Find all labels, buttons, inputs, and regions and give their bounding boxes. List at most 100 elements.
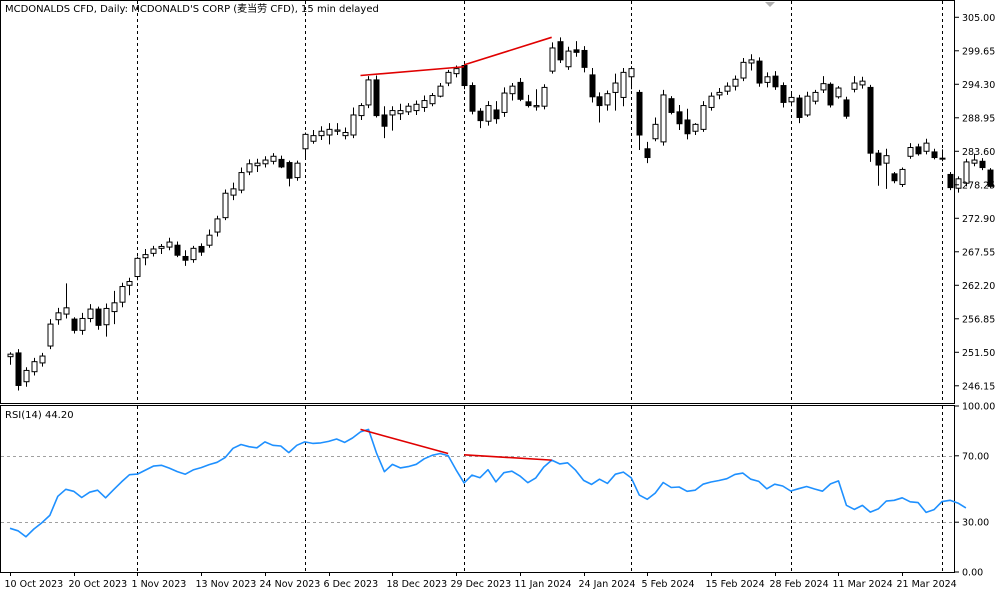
candle-body-bull (310, 135, 317, 142)
candle-body-bull (262, 159, 269, 165)
candle (636, 89, 643, 151)
price-trendline[interactable] (463, 36, 552, 66)
candle (174, 241, 181, 258)
candle-body-bull (350, 114, 357, 136)
candle (47, 319, 54, 350)
candle (429, 93, 436, 107)
candle-body-bull (246, 163, 253, 173)
chart-shift-marker[interactable] (765, 2, 775, 7)
candle (644, 141, 651, 164)
candle (246, 159, 253, 176)
candle-body-bear (939, 157, 946, 160)
candle (979, 158, 986, 171)
candle-body-bear (668, 98, 675, 113)
time-axis-label: 24 Nov 2023 (260, 579, 321, 590)
candle (493, 101, 500, 124)
candle (87, 304, 94, 323)
candle-body-bull (103, 307, 110, 326)
candle (620, 68, 627, 107)
time-axis-label: 24 Jan 2024 (579, 579, 636, 590)
candle-body-bull (509, 85, 516, 95)
rsi-trendline[interactable] (360, 428, 449, 455)
candle-body-bull (79, 317, 86, 331)
rsi-trendline[interactable] (464, 454, 552, 461)
candle (55, 307, 62, 325)
candle (724, 82, 731, 95)
candle (859, 76, 866, 89)
price-axis-label: 251.50 (962, 348, 995, 359)
candle-body-bear (589, 74, 596, 98)
candle (851, 76, 858, 93)
candle-body-bull (955, 178, 962, 189)
candle (796, 94, 803, 124)
rsi-axis-label: 30.00 (962, 518, 989, 529)
candle-body-bull (724, 85, 731, 92)
candle-body-bull (859, 80, 866, 86)
candle-body-bull (342, 131, 349, 137)
candle (843, 96, 850, 119)
candle (238, 167, 245, 194)
candle-body-bull (302, 133, 309, 150)
price-panel (0, 0, 955, 404)
candle-body-bull (716, 91, 723, 96)
candle (947, 171, 954, 191)
candle (222, 189, 229, 221)
candle-body-bull (533, 105, 540, 108)
candle (477, 108, 484, 129)
candle (987, 168, 994, 188)
price-axis-label: 272.90 (962, 214, 995, 225)
candle-body-bear (461, 64, 468, 87)
candle-body-bull (549, 47, 556, 72)
time-axis-label: 15 Feb 2024 (706, 579, 765, 590)
candle-body-bear (477, 110, 484, 122)
candle-body-bull (254, 162, 261, 167)
candle-body-bull (788, 96, 795, 103)
candle-body-bull (39, 355, 46, 364)
candle-body-bull (63, 307, 70, 315)
candle-body-bull (652, 123, 659, 140)
candle-body-bear (278, 158, 285, 168)
candle (604, 90, 611, 111)
candle (716, 88, 723, 100)
candle (827, 82, 834, 108)
candle (373, 75, 380, 118)
time-axis-label: 21 Mar 2024 (897, 579, 957, 590)
candle-body-bull (700, 105, 707, 130)
candle (533, 89, 540, 111)
price-axis-label: 262.20 (962, 281, 995, 292)
candle-body-bull (429, 95, 436, 105)
candle (684, 108, 691, 140)
candle (334, 123, 341, 135)
candle (95, 306, 102, 330)
candle-body-bear (373, 79, 380, 117)
candle (71, 317, 78, 334)
time-axis-label: 20 Oct 2023 (69, 579, 128, 590)
candle (708, 92, 715, 111)
candle-body-bull (835, 87, 842, 98)
candle-body-bear (95, 308, 102, 326)
candle (700, 101, 707, 132)
candle (166, 237, 173, 251)
candle-body-bull (190, 247, 197, 261)
candle-body-bull (732, 78, 739, 87)
candle-body-bull (365, 79, 372, 106)
price-axis-label: 305.00 (962, 13, 995, 24)
candle-body-bear (15, 352, 22, 386)
candle (437, 83, 444, 98)
candle (628, 66, 635, 90)
candle-body-bull (660, 94, 667, 143)
candle (206, 229, 213, 248)
candle (899, 167, 906, 187)
price-axis-label: 294.30 (962, 80, 995, 91)
candle (780, 82, 787, 108)
candle-body-bull (55, 312, 62, 321)
candle (63, 283, 70, 319)
candle (142, 248, 149, 266)
candle-body-bull (87, 308, 94, 319)
price-trendline[interactable] (360, 65, 465, 77)
candle (835, 86, 842, 99)
candle-body-bull (923, 142, 930, 152)
candle-body-bull (47, 323, 54, 347)
time-axis-label: 10 Oct 2023 (5, 579, 64, 590)
